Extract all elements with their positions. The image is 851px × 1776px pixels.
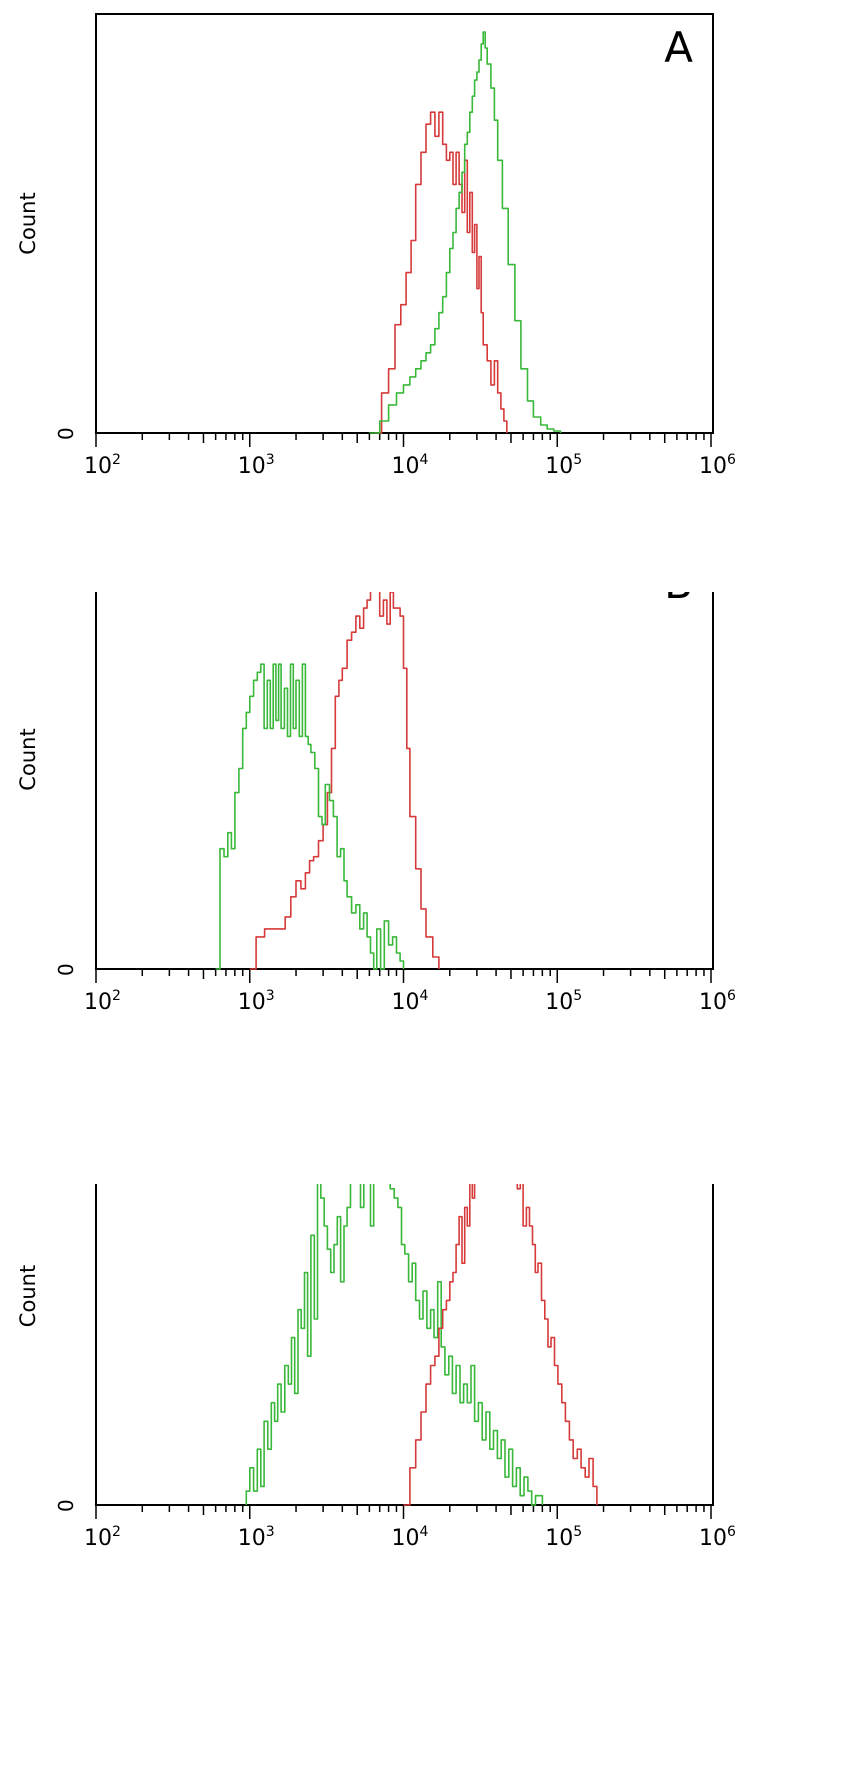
panel-b: 1021031041051060CountB (0, 592, 851, 1184)
x-tick-exponent: 5 (573, 452, 582, 468)
green-histogram-line (369, 31, 562, 434)
x-tick-exponent: 4 (420, 988, 429, 1004)
x-tick-base: 10 (699, 454, 727, 479)
x-tick-base: 10 (392, 990, 420, 1015)
x-tick-label: 102 (84, 452, 121, 479)
x-tick-label: 105 (545, 988, 582, 1015)
x-tick-base: 10 (238, 1526, 266, 1551)
x-tick-base: 10 (392, 454, 420, 479)
x-tick-base: 10 (545, 454, 573, 479)
red-histogram-line (249, 592, 440, 970)
x-tick-base: 10 (699, 1526, 727, 1551)
x-tick-label: 106 (699, 1524, 736, 1551)
x-tick-exponent: 4 (420, 452, 429, 468)
x-tick-label: 104 (392, 1524, 429, 1551)
x-tick-label: 104 (392, 452, 429, 479)
x-tick-base: 10 (84, 990, 112, 1015)
x-tick-label: 103 (238, 988, 275, 1015)
y-axis-label: Count (16, 1265, 40, 1327)
x-tick-exponent: 2 (112, 1524, 121, 1540)
y-zero-label: 0 (54, 963, 78, 976)
panel-a: 102 103 104 105 106 0 Count A (0, 0, 851, 592)
x-tick-exponent: 6 (727, 1524, 736, 1540)
x-tick-exponent: 6 (727, 988, 736, 1004)
red-histogram-line (374, 111, 508, 434)
x-tick-exponent: 3 (266, 988, 275, 1004)
plot-frame (95, 592, 714, 970)
x-tick-label: 104 (392, 988, 429, 1015)
x-tick-label: 105 (545, 1524, 582, 1551)
x-tick-base: 10 (392, 1526, 420, 1551)
x-tick-exponent: 2 (112, 988, 121, 1004)
panel-c: 1021031041051060CountC (0, 1184, 851, 1776)
y-axis-label: Count (16, 192, 40, 254)
y-zero-label: 0 (54, 1499, 78, 1512)
y-axis-label: Count (16, 728, 40, 790)
x-tick-base: 10 (84, 1526, 112, 1551)
x-tick-base: 10 (238, 990, 266, 1015)
x-tick-base: 10 (84, 454, 112, 479)
x-tick-base: 10 (545, 1526, 573, 1551)
x-tick-exponent: 3 (266, 452, 275, 468)
x-tick-label: 105 (545, 452, 582, 479)
x-tick-exponent: 3 (266, 1524, 275, 1540)
plot-frame (95, 13, 714, 434)
histogram-c: 1021031041051060CountC (16, 1184, 736, 1551)
x-tick-label: 103 (238, 1524, 275, 1551)
x-tick-exponent: 4 (420, 1524, 429, 1540)
x-tick-label: 106 (699, 988, 736, 1015)
green-histogram-line (215, 663, 405, 970)
x-tick-label: 106 (699, 452, 736, 479)
x-tick-label: 103 (238, 452, 275, 479)
green-histogram-line (245, 1184, 544, 1506)
plot-frame (95, 1184, 714, 1506)
x-tick-label: 102 (84, 988, 121, 1015)
histogram-b: 1021031041051060CountB (16, 592, 736, 1015)
x-tick-exponent: 6 (727, 452, 736, 468)
x-tick-base: 10 (545, 990, 573, 1015)
y-zero-label: 0 (54, 427, 78, 440)
x-tick-label: 102 (84, 1524, 121, 1551)
x-tick-exponent: 2 (112, 452, 121, 468)
x-tick-base: 10 (238, 454, 266, 479)
red-histogram-line (403, 1184, 598, 1506)
panel-label: B (664, 592, 693, 608)
panel-label: A (664, 23, 693, 72)
x-tick-exponent: 5 (573, 1524, 582, 1540)
x-tick-base: 10 (699, 990, 727, 1015)
x-tick-exponent: 5 (573, 988, 582, 1004)
